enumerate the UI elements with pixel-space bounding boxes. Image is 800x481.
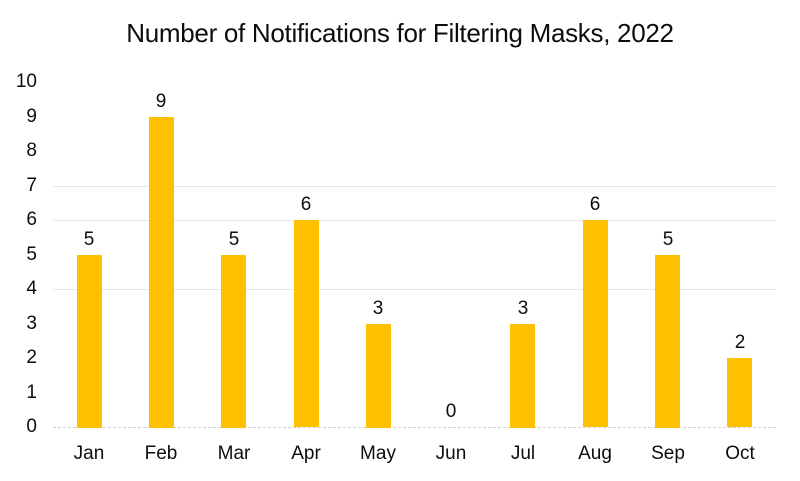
x-tick-label-may: May	[360, 443, 396, 464]
gridline-y6	[53, 220, 776, 221]
bar-jul	[510, 324, 535, 428]
x-tick-label-oct: Oct	[725, 443, 755, 464]
bar-value-label-may: 3	[372, 298, 384, 319]
y-tick-label-4: 4	[26, 278, 37, 299]
y-tick-label-7: 7	[26, 175, 37, 196]
bar-value-label-oct: 2	[734, 332, 746, 353]
y-tick-label-10: 10	[15, 71, 37, 92]
bar-mar	[221, 255, 246, 428]
y-tick-label-6: 6	[26, 209, 37, 230]
bar-may	[366, 324, 391, 428]
bar-aug	[583, 220, 608, 427]
bar-jan	[77, 255, 102, 428]
x-axis-line	[53, 427, 776, 428]
x-tick-label-jul: Jul	[510, 443, 536, 464]
x-tick-label-aug: Aug	[578, 443, 612, 464]
bar-apr	[294, 220, 319, 427]
x-tick-label-jun: Jun	[435, 443, 467, 464]
chart-title: Number of Notifications for Filtering Ma…	[126, 18, 674, 48]
bar-value-label-sep: 5	[662, 229, 674, 250]
x-tick-label-jan: Jan	[73, 443, 105, 464]
bar-value-label-mar: 5	[228, 229, 240, 250]
y-tick-label-8: 8	[26, 140, 37, 161]
x-tick-label-apr: Apr	[291, 443, 321, 464]
bar-value-label-jul: 3	[517, 298, 529, 319]
bar-value-label-aug: 6	[589, 194, 601, 215]
bar-value-label-jun: 0	[445, 401, 457, 422]
gridline-y4	[53, 289, 776, 290]
y-tick-label-3: 3	[26, 313, 37, 334]
y-tick-label-2: 2	[26, 347, 37, 368]
x-tick-label-feb: Feb	[144, 443, 178, 464]
bar-value-label-apr: 6	[300, 194, 312, 215]
x-tick-label-sep: Sep	[651, 443, 685, 464]
y-tick-label-1: 1	[26, 382, 37, 403]
bar-oct	[727, 358, 752, 427]
bar-sep	[655, 255, 680, 428]
y-tick-label-9: 9	[26, 106, 37, 127]
bar-value-label-jan: 5	[83, 229, 95, 250]
bar-value-label-feb: 9	[155, 91, 167, 112]
y-tick-label-0: 0	[26, 416, 37, 437]
bar-feb	[149, 117, 174, 428]
gridline-y7	[53, 186, 776, 187]
x-tick-label-mar: Mar	[217, 443, 251, 464]
y-tick-label-5: 5	[26, 244, 37, 265]
